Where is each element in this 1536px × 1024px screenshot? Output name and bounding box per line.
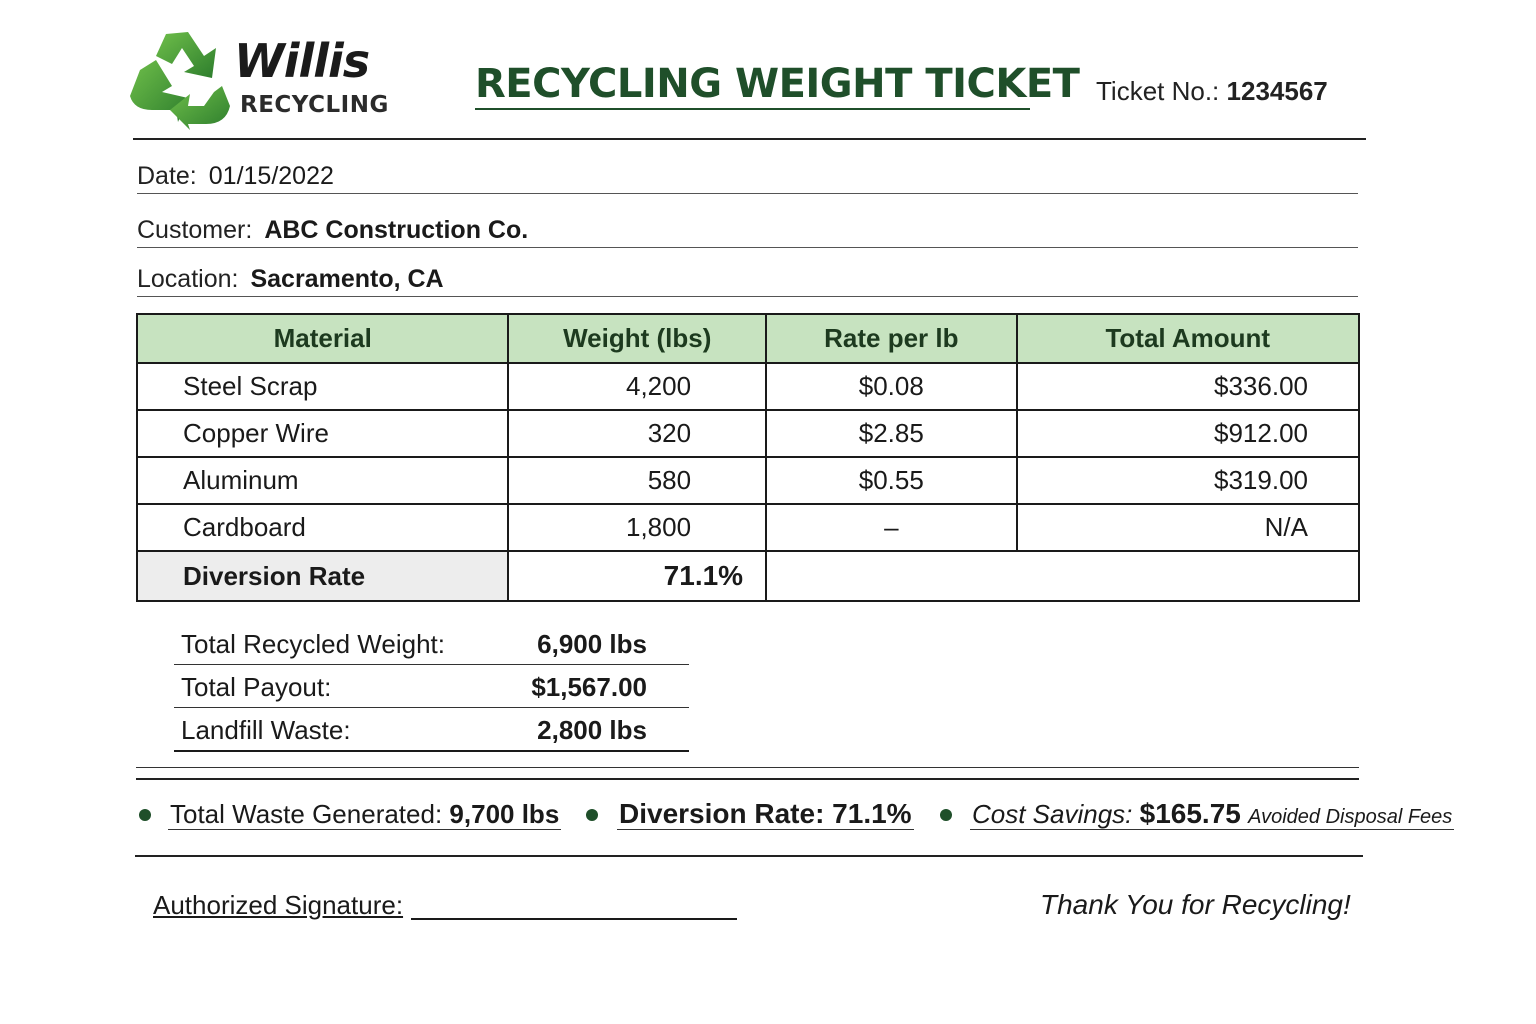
date-line: Date: 01/15/2022: [137, 159, 1358, 194]
divider-line: [135, 855, 1363, 857]
table-row: Aluminum 580 $0.55 $319.00: [135, 456, 1361, 505]
weight-cell: 1,800: [507, 503, 768, 552]
cost-savings-label: Cost Savings:: [972, 799, 1133, 829]
recycle-icon: [130, 32, 230, 130]
date-label: Date:: [137, 162, 197, 190]
weight-cell: 580: [507, 456, 768, 505]
table-row: Cardboard 1,800 – N/A: [135, 503, 1361, 552]
signature-line[interactable]: [411, 918, 738, 920]
table-header-row: Material Weight (lbs) Rate per lb Total …: [135, 313, 1361, 364]
total-payout-label: Total Payout:: [181, 672, 332, 702]
material-cell: Steel Scrap: [135, 362, 510, 411]
diversion-label: Diversion Rate: [135, 550, 510, 602]
landfill-waste-row: Landfill Waste: 2,800 lbs: [174, 710, 689, 752]
cost-savings-value: $165.75: [1139, 798, 1241, 829]
brand-name: Willis: [234, 34, 370, 88]
thank-you-message: Thank You for Recycling!: [1040, 889, 1351, 920]
summary-cost-savings: Cost Savings: $165.75 Avoided Disposal F…: [970, 796, 1455, 832]
diversion-row: Diversion Rate 71.1%: [135, 550, 1360, 602]
material-cell: Cardboard: [135, 503, 510, 552]
location-value: Sacramento, CA: [250, 265, 444, 293]
location-line: Location: Sacramento, CA: [137, 262, 1358, 297]
divider-line: [136, 767, 1359, 768]
table-row: Steel Scrap 4,200 $0.08 $336.00: [135, 362, 1361, 411]
total-recycled-row: Total Recycled Weight: 6,900 lbs: [174, 624, 689, 665]
total-cell: $912.00: [1015, 409, 1361, 458]
rate-cell: –: [765, 503, 1018, 552]
empty-cell: [765, 550, 1360, 602]
rate-cell: $0.08: [765, 362, 1018, 411]
materials-table: Material Weight (lbs) Rate per lb Total …: [135, 313, 1361, 602]
material-cell: Copper Wire: [135, 409, 510, 458]
table-row: Copper Wire 320 $2.85 $912.00: [135, 409, 1361, 458]
weight-cell: 4,200: [507, 362, 768, 411]
header-divider: [133, 138, 1366, 140]
signature-label: Authorized Signature:: [153, 890, 404, 920]
signature-field: Authorized Signature:: [153, 887, 738, 923]
brand-subtitle: RECYCLING: [240, 92, 389, 118]
rate-cell: $0.55: [765, 456, 1018, 505]
material-cell: Aluminum: [135, 456, 510, 505]
total-recycled-value: 6,900 lbs: [537, 629, 647, 659]
total-payout-value: $1,567.00: [531, 672, 647, 702]
date-value: 01/15/2022: [208, 162, 334, 190]
total-cell: N/A: [1015, 503, 1361, 552]
total-waste-label: Total Waste Generated:: [170, 799, 443, 829]
diversion-summary-text: Diversion Rate: 71.1%: [617, 798, 914, 830]
total-payout-row: Total Payout: $1,567.00: [174, 667, 689, 708]
column-header-total: Total Amount: [1015, 313, 1361, 364]
total-cell: $319.00: [1015, 456, 1361, 505]
summary-diversion-rate: Diversion Rate: 71.1%: [617, 796, 914, 832]
total-cell: $336.00: [1015, 362, 1361, 411]
summary-total-waste: Total Waste Generated: 9,700 lbs: [168, 796, 562, 832]
location-label: Location:: [137, 265, 239, 293]
bullet-icon: [586, 809, 598, 821]
customer-value: ABC Construction Co.: [264, 216, 529, 244]
weight-cell: 320: [507, 409, 768, 458]
landfill-waste-value: 2,800 lbs: [537, 715, 647, 745]
total-recycled-label: Total Recycled Weight:: [181, 629, 445, 659]
total-waste-value: 9,700 lbs: [449, 799, 560, 829]
column-header-weight: Weight (lbs): [507, 313, 768, 364]
company-logo: Willis RECYCLING: [126, 26, 396, 134]
totals-block: Total Recycled Weight: 6,900 lbs Total P…: [174, 624, 689, 754]
customer-line: Customer: ABC Construction Co.: [137, 213, 1358, 248]
cost-savings-note: Avoided Disposal Fees: [1248, 806, 1453, 828]
customer-label: Customer:: [137, 216, 253, 244]
ticket-number-label: Ticket No.:: [1096, 76, 1220, 106]
bullet-icon: [940, 809, 952, 821]
bullet-icon: [139, 809, 151, 821]
landfill-waste-label: Landfill Waste:: [181, 715, 351, 745]
document-title: RECYCLING WEIGHT TICKET: [475, 60, 1080, 110]
ticket-number: Ticket No.: 1234567: [1096, 76, 1328, 106]
divider-line: [136, 778, 1359, 780]
ticket-number-value: 1234567: [1226, 76, 1328, 106]
column-header-rate: Rate per lb: [765, 313, 1018, 364]
rate-cell: $2.85: [765, 409, 1018, 458]
diversion-value: 71.1%: [507, 550, 768, 602]
column-header-material: Material: [135, 313, 510, 364]
